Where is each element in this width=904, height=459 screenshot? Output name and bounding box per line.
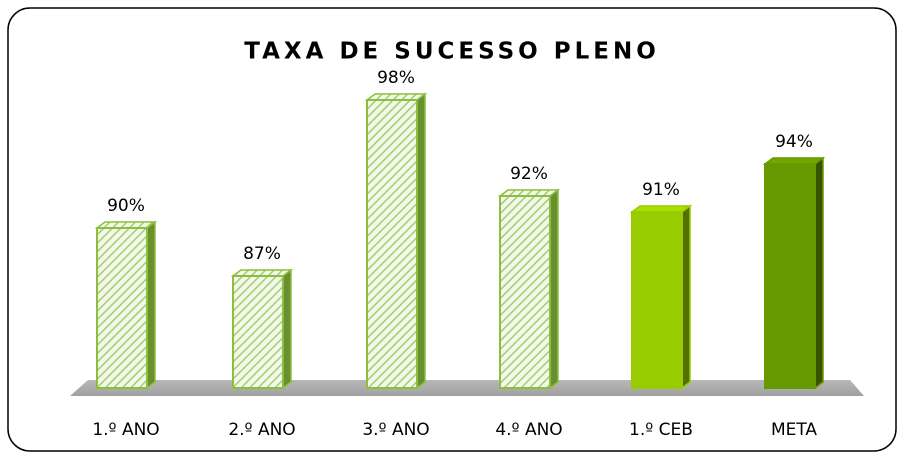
bar [499, 195, 551, 389]
bar [232, 275, 284, 389]
chart-title: TAXA DE SUCESSO PLENO [244, 39, 660, 65]
bar [96, 227, 148, 389]
x-tick-label: 1.º ANO [92, 420, 159, 440]
value-label: 98% [377, 68, 415, 88]
value-label: 92% [510, 164, 548, 184]
bar-side [282, 268, 292, 390]
value-label: 87% [243, 244, 281, 264]
value-label: 91% [642, 180, 680, 200]
bar [366, 99, 418, 389]
bar-side [416, 92, 426, 390]
value-label: 90% [107, 196, 145, 216]
value-label: 94% [775, 132, 813, 152]
bar-side [814, 156, 824, 390]
x-tick-label: 1.º CEB [629, 420, 693, 440]
bar-side [146, 220, 156, 390]
x-tick-label: META [771, 420, 817, 440]
bar [631, 211, 683, 389]
bar-side [681, 204, 691, 390]
x-tick-label: 3.º ANO [362, 420, 429, 440]
x-tick-label: 4.º ANO [495, 420, 562, 440]
floor [70, 380, 864, 396]
x-tick-label: 2.º ANO [228, 420, 295, 440]
bar-side [549, 188, 559, 390]
bar [764, 163, 816, 389]
